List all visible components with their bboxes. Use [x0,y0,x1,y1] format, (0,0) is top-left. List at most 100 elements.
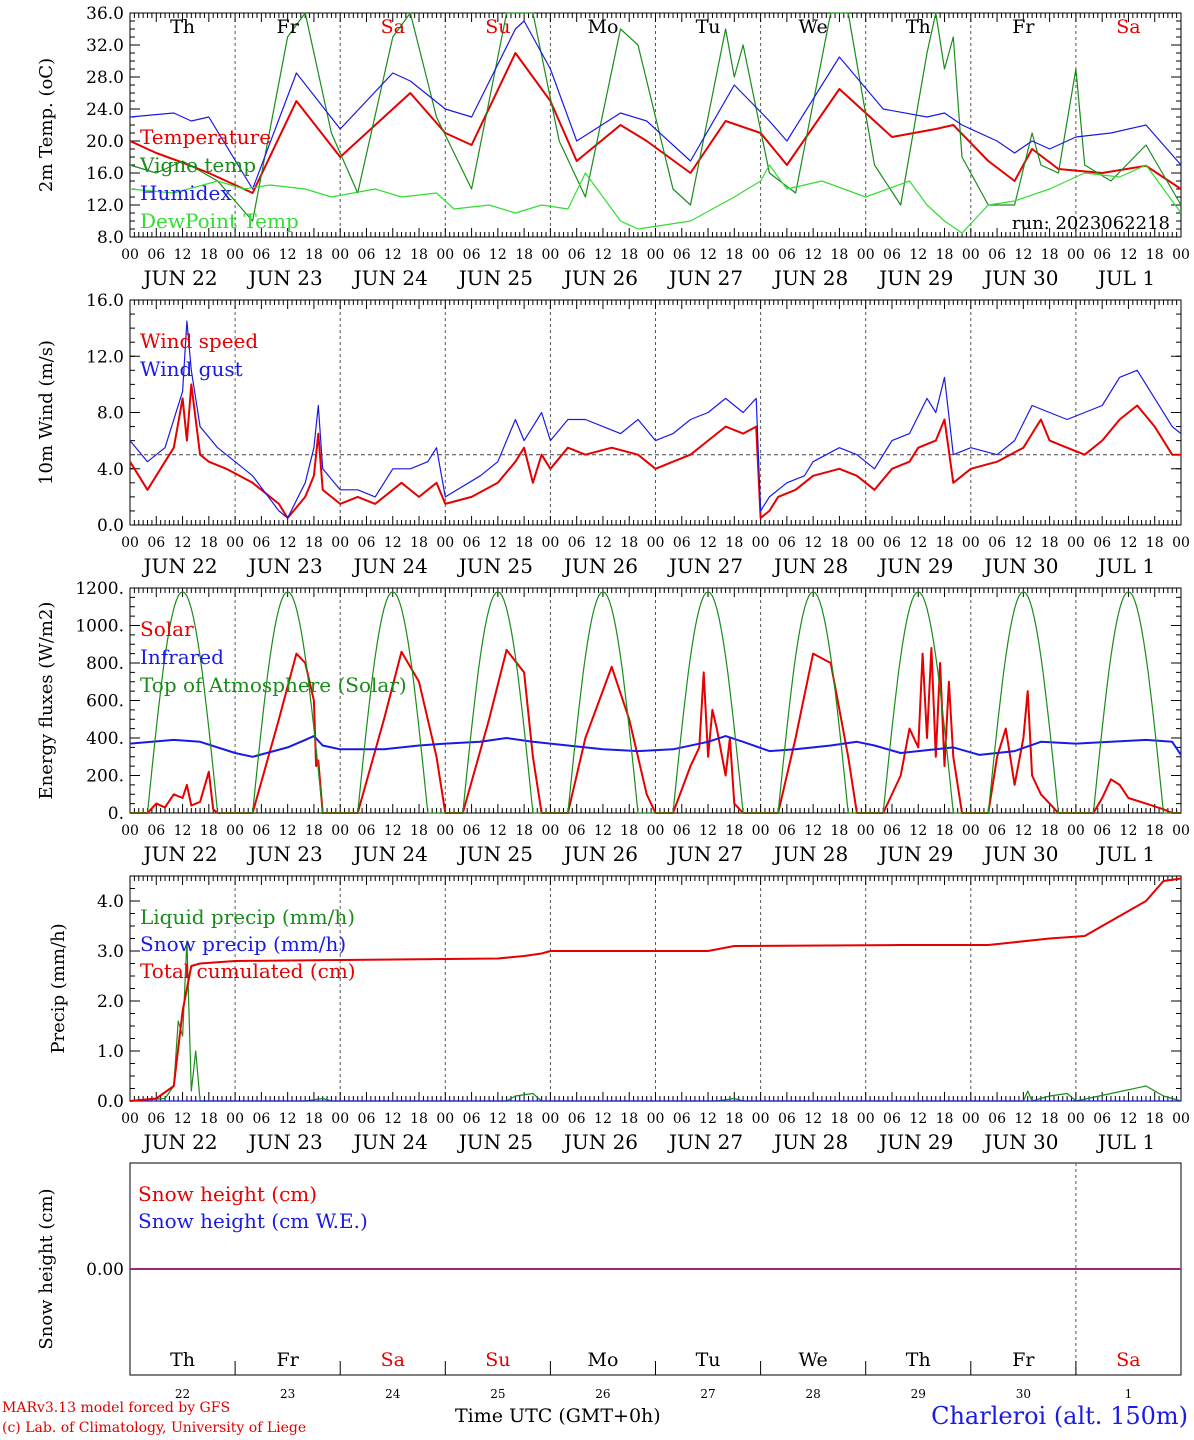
legend-entry: Snow height (cm W.E.) [138,1209,368,1233]
hour-label: 12 [699,1111,717,1127]
date-label: JUN 27 [667,554,743,578]
hour-label: 18 [1146,823,1164,839]
hour-label: 00 [647,247,665,263]
weekday-label-top: Su [485,16,510,38]
hour-label: 18 [1146,1111,1164,1127]
hour-label: 12 [804,247,822,263]
hour-label: 00 [647,823,665,839]
hour-label: 12 [279,823,297,839]
hour-label: 18 [936,247,954,263]
date-label: JUL 1 [1096,266,1155,290]
day-number-label: 25 [490,1387,505,1401]
hour-label: 12 [384,247,402,263]
hour-label: 12 [174,535,192,551]
hour-label: 12 [384,535,402,551]
legend-entry: Snow precip (mm/h) [140,932,346,956]
y-axis-title: 10m Wind (m/s) [36,340,57,485]
hour-label: 12 [174,823,192,839]
hour-label: 18 [831,823,849,839]
credit-model: MARv3.13 model forced by GFS [2,1400,231,1416]
date-label: JUN 23 [247,554,323,578]
y-tick-label: 16.0 [86,291,124,311]
hour-label: 18 [936,1111,954,1127]
weekday-label-top: Fr [1012,16,1035,38]
hour-label: 00 [121,823,139,839]
hour-label: 18 [725,1111,743,1127]
date-label: JUN 23 [247,842,323,866]
hour-label: 18 [936,535,954,551]
panel-frame [129,12,1182,238]
hour-label: 00 [436,1111,454,1127]
hour-label: 12 [1120,823,1138,839]
hour-label: 12 [174,247,192,263]
date-label: JUN 22 [141,554,217,578]
weekday-label-top: We [799,16,828,38]
legend-entry: Wind speed [140,329,258,353]
hour-label: 18 [200,247,218,263]
hour-label: 06 [463,535,481,551]
hour-label: 06 [778,823,796,839]
hour-label: 00 [121,1111,139,1127]
hour-label: 00 [436,823,454,839]
hour-label: 06 [358,823,376,839]
hour-label: 00 [752,535,770,551]
hour-label: 12 [699,535,717,551]
date-label: JUN 27 [667,266,743,290]
date-label: JUN 30 [982,1130,1058,1154]
weekday-label-bottom: Tu [696,1349,721,1371]
weekday-label-top: Tu [696,16,721,38]
hour-label: 06 [673,535,691,551]
hour-label: 00 [752,823,770,839]
date-label: JUN 26 [562,266,638,290]
date-label: JUN 24 [352,266,428,290]
hour-label: 12 [1120,1111,1138,1127]
hour-label: 00 [436,247,454,263]
hour-label: 12 [699,823,717,839]
hour-label: 18 [515,535,533,551]
hour-label: 00 [1172,247,1190,263]
y-tick-label: 0.0 [97,1092,124,1112]
hour-label: 18 [831,247,849,263]
hour-label: 06 [673,823,691,839]
hour-label: 12 [909,823,927,839]
legend-entry: Vigne temp [139,153,256,177]
weekday-label-top: Mo [587,16,618,38]
y-axis-title: Snow height (cm) [36,1188,57,1349]
series-top-of-atmosphere-solar [130,591,1181,814]
date-label: JUN 29 [877,1130,953,1154]
hour-label: 12 [1014,1111,1032,1127]
hour-label: 18 [620,823,638,839]
station-title: Charleroi (alt. 150m) [931,1402,1188,1430]
hour-label: 06 [252,1111,270,1127]
hour-label: 06 [883,535,901,551]
y-tick-label: 12.0 [86,196,124,216]
hour-label: 18 [200,823,218,839]
hour-label: 00 [226,823,244,839]
hour-label: 06 [568,535,586,551]
hour-label: 00 [541,535,559,551]
hour-label: 18 [410,247,428,263]
series-liquid-precip-mm-h [129,940,1182,1102]
hour-label: 06 [463,247,481,263]
day-number-label: 29 [911,1387,926,1401]
hour-label: 18 [725,247,743,263]
date-label: JUN 26 [562,554,638,578]
series-dewpoint-temp [129,164,1182,234]
hour-label: 06 [883,1111,901,1127]
series-humidex [129,20,1182,190]
hour-label: 18 [1041,823,1059,839]
weekday-label-bottom: Th [170,1349,195,1371]
y-tick-label: 16.0 [86,164,124,184]
hour-label: 00 [857,247,875,263]
hour-label: 18 [305,247,323,263]
legend-entry: Temperature [140,125,271,149]
hour-label: 00 [962,1111,980,1127]
hour-label: 06 [988,1111,1006,1127]
date-label: JUN 29 [877,554,953,578]
day-number-label: 30 [1016,1387,1031,1401]
hour-label: 00 [331,247,349,263]
hour-label: 12 [1014,823,1032,839]
hour-label: 06 [988,247,1006,263]
date-label: JUN 28 [772,1130,848,1154]
date-label: JUN 24 [352,842,428,866]
